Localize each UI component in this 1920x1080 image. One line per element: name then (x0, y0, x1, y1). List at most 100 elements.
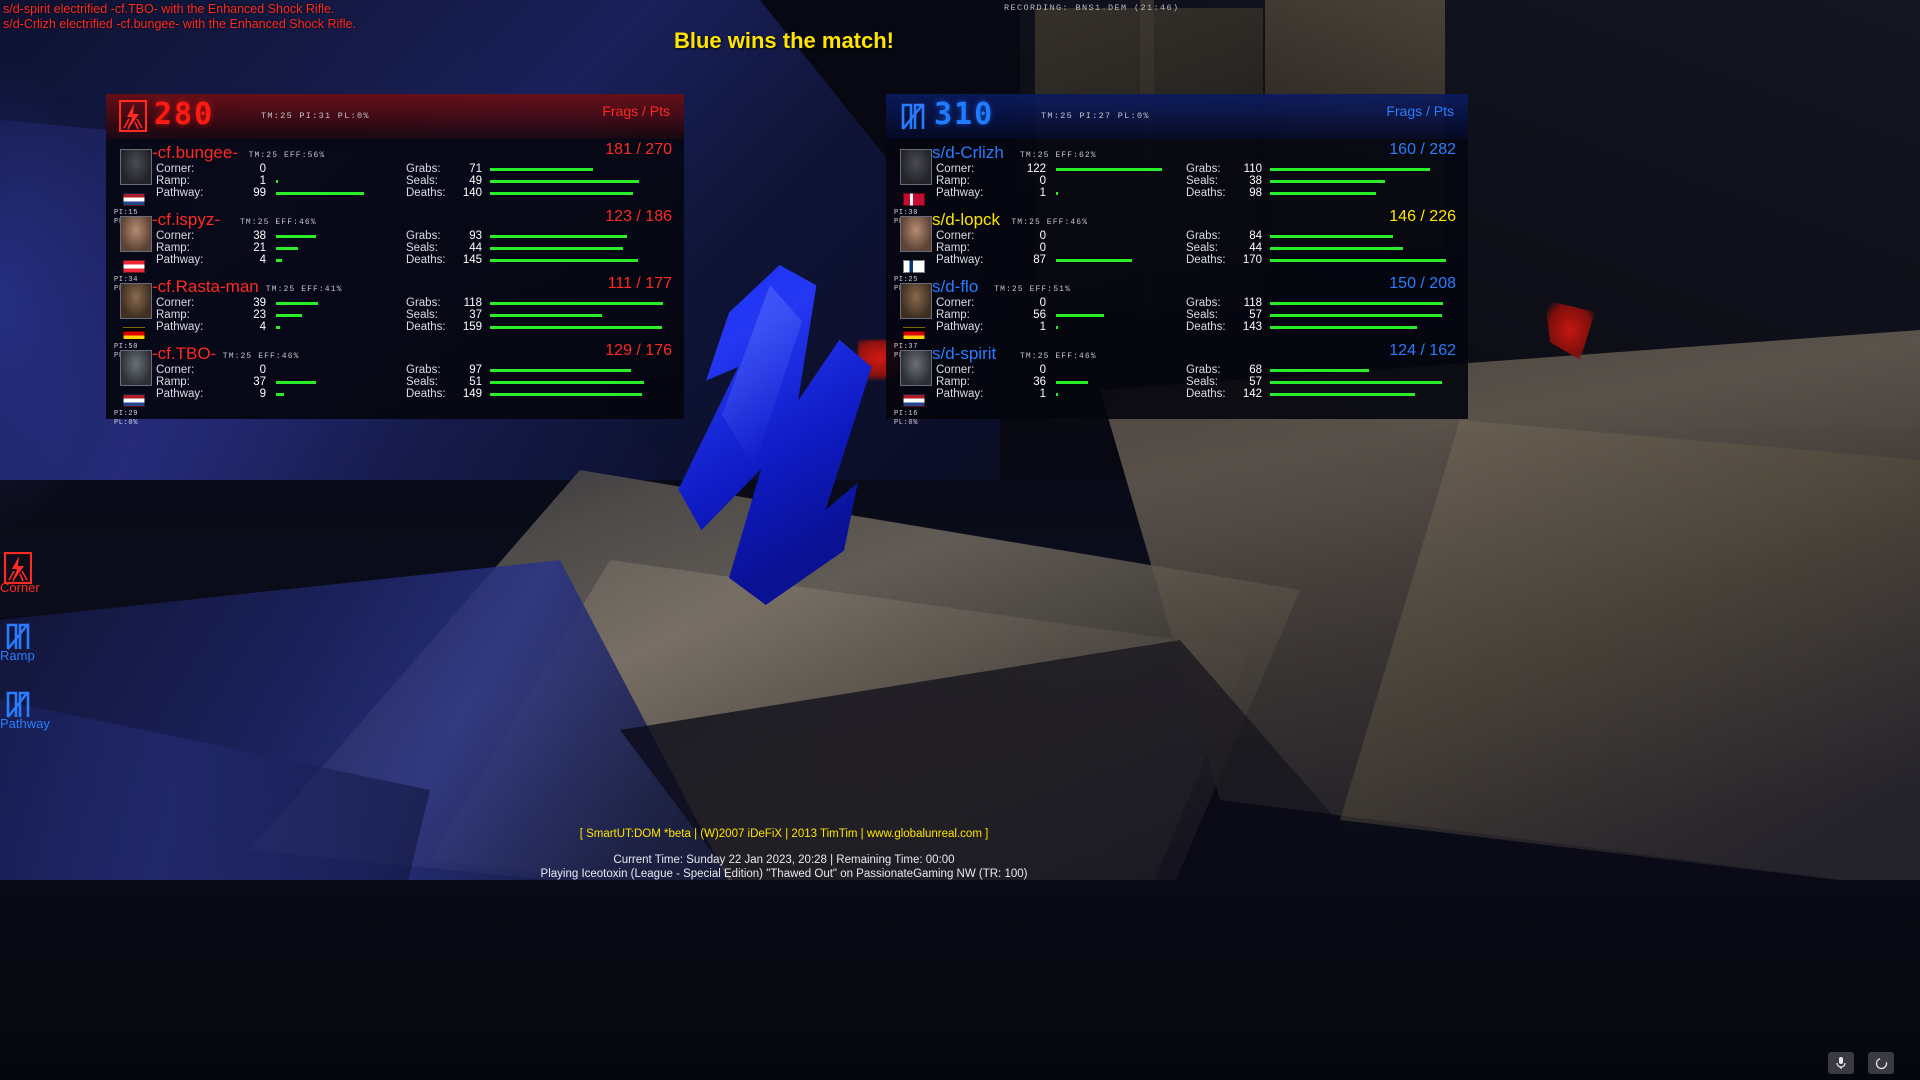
stat-line: Pathway: 9 (156, 388, 456, 400)
stat-line: Pathway: 1 (936, 321, 1236, 333)
player-controlpoint-stats: Corner: 0 Ramp: 36 Pathway: 1 (936, 364, 1236, 400)
stat-bar (490, 393, 642, 396)
legend-label: Corner (0, 580, 40, 595)
stat-value: 149 (462, 388, 482, 400)
avatar (900, 216, 932, 252)
scoreboard-player-row[interactable]: PI:30 PL:0% s/d-Crlizh TM:25 EFF:62% 160… (886, 141, 1468, 226)
stat-label: Grabs: (406, 163, 441, 175)
stat-value: 118 (1243, 297, 1262, 309)
stat-line: Seals: 51 (406, 376, 676, 388)
stat-line: Corner: 0 (156, 364, 456, 376)
stat-label: Deaths: (406, 388, 446, 400)
stat-value: 38 (253, 230, 266, 242)
stat-value: 0 (1039, 230, 1046, 242)
legend-item-ramp: Ramp (0, 620, 35, 663)
stat-bar (490, 259, 638, 262)
stat-label: Corner: (156, 230, 195, 242)
stat-bar (490, 180, 639, 183)
stat-value: 44 (1249, 242, 1262, 254)
scene-bottom-strip (0, 880, 1920, 1080)
stat-bar (276, 393, 284, 396)
scoreboard-player-row[interactable]: PI:34 PL:0% -cf.ispyz- TM:25 EFF:46% 123… (106, 208, 684, 293)
stat-label: Corner: (156, 163, 195, 175)
kill-message: s/d-Crlizh electrified -cf.bungee- with … (3, 17, 356, 31)
legend-item-corner: Corner (0, 551, 40, 595)
stat-label: Grabs: (1186, 364, 1221, 376)
stat-bar (1270, 369, 1369, 372)
scoreboard-player-row[interactable]: PI:29 PL:0% -cf.TBO- TM:25 EFF:46% 129 /… (106, 342, 684, 427)
stat-line: Grabs: 118 (406, 297, 676, 309)
stat-bar (1270, 326, 1417, 329)
scoreboard-player-row[interactable]: PI:37 PL:0% s/d-flo TM:25 EFF:51% 150 / … (886, 275, 1468, 360)
stat-bar (490, 369, 631, 372)
player-combat-stats: Grabs: 97 Seals: 51 Deaths: 149 (406, 364, 676, 400)
stat-line: Grabs: 71 (406, 163, 676, 175)
stat-value: 44 (469, 242, 482, 254)
stat-bar (276, 259, 282, 262)
stat-line: Deaths: 145 (406, 254, 676, 266)
scoreboard-player-row[interactable]: PI:16 PL:0% s/d-spirit TM:25 EFF:46% 124… (886, 342, 1468, 427)
stat-value: 38 (1249, 175, 1262, 187)
scoreboard-panel-blue: 310 TM:25 PI:27 PL:0% Frags / Pts PI:30 … (886, 94, 1468, 427)
legend-item-pathway: Pathway (0, 688, 50, 731)
stat-bar (490, 247, 623, 250)
stat-bar (490, 192, 633, 195)
player-controlpoint-stats: Corner: 0 Ramp: 1 Pathway: 99 (156, 163, 456, 199)
arrow-n-icon (4, 688, 30, 718)
team-score: 310 (934, 97, 995, 132)
team-emblem-icon (118, 99, 148, 133)
stat-value: 23 (253, 309, 266, 321)
stat-label: Ramp: (936, 242, 970, 254)
country-flag-icon (903, 394, 925, 407)
stat-bar (490, 326, 662, 329)
player-frags-points: 124 / 162 (1389, 342, 1456, 359)
stat-value: 159 (462, 321, 482, 333)
country-flag-icon (903, 260, 925, 273)
stat-value: 87 (1033, 254, 1046, 266)
server-map-info: Playing Iceotoxin (League - Special Edit… (540, 868, 1028, 880)
team-player-list-red: PI:15 PL:0% -cf.bungee- TM:25 EFF:56% 18… (106, 139, 684, 427)
stat-bar (1056, 381, 1088, 384)
country-flag-icon (123, 193, 145, 206)
stat-label: Pathway: (156, 388, 204, 400)
scoreboard-player-row[interactable]: PI:25 PL:0% s/d-lopck TM:25 EFF:46% 146 … (886, 208, 1468, 293)
stat-bar (276, 192, 364, 195)
arrow-n-icon (4, 620, 30, 650)
country-flag-icon (123, 327, 145, 340)
stat-bar (490, 381, 644, 384)
team-net-stats: TM:25 PI:31 PL:0% (261, 111, 370, 121)
country-flag-icon (123, 394, 145, 407)
stat-bar (1270, 314, 1442, 317)
player-frags-points: 160 / 282 (1389, 141, 1456, 158)
stat-bar (490, 314, 602, 317)
scoreboard-player-row[interactable]: PI:15 PL:0% -cf.bungee- TM:25 EFF:56% 18… (106, 141, 684, 226)
stat-label: Seals: (1186, 309, 1218, 321)
stat-value: 0 (1039, 242, 1046, 254)
stat-value: 1 (259, 175, 266, 187)
stat-bar (276, 314, 302, 317)
stat-line: Ramp: 0 (936, 175, 1236, 187)
microphone-icon[interactable] (1828, 1052, 1854, 1074)
player-name: s/d-Crlizh (932, 143, 1004, 162)
stat-label: Deaths: (406, 321, 446, 333)
stat-line: Grabs: 118 (1186, 297, 1456, 309)
stat-value: 21 (253, 242, 266, 254)
stat-value: 51 (469, 376, 482, 388)
frags-points-header: Frags / Pts (602, 103, 670, 119)
stat-bar (1270, 259, 1446, 262)
stat-label: Pathway: (936, 388, 984, 400)
stat-label: Grabs: (406, 297, 441, 309)
player-controlpoint-stats: Corner: 38 Ramp: 21 Pathway: 4 (156, 230, 456, 266)
player-name: s/d-flo (932, 277, 979, 296)
kill-message: s/d-spirit electrified -cf.TBO- with the… (3, 2, 335, 16)
stat-label: Corner: (936, 297, 975, 309)
stat-value: 37 (253, 376, 266, 388)
avatar (900, 350, 932, 386)
scoreboard-player-row[interactable]: PI:50 PL:0% -cf.Rasta-man TM:25 EFF:41% … (106, 275, 684, 360)
stat-value: 4 (259, 321, 266, 333)
player-frags-points: 123 / 186 (605, 208, 672, 225)
player-net-stats: TM:25 EFF:46% (240, 218, 317, 227)
loading-spinner-icon[interactable] (1868, 1052, 1894, 1074)
player-net-stats: TM:25 EFF:56% (248, 151, 326, 160)
stat-label: Grabs: (1186, 297, 1221, 309)
